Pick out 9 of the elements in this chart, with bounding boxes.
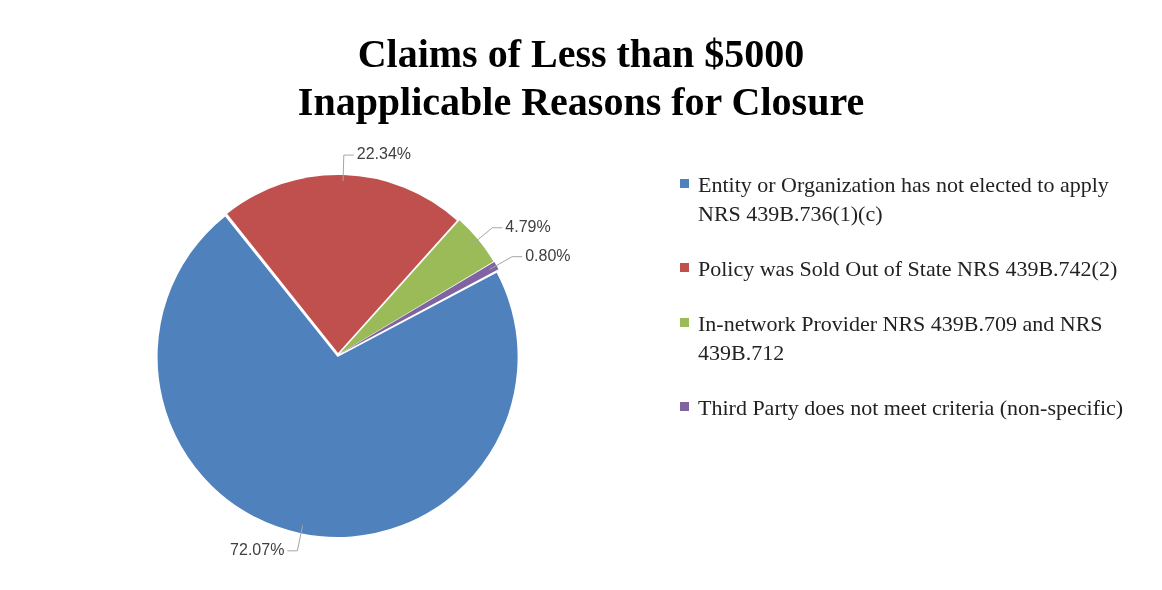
data-label: 22.34% <box>356 145 412 163</box>
data-label: 4.79% <box>505 218 551 236</box>
legend-label: Entity or Organization has not elected to apply NRS 439B.736(1)(c) <box>697 171 1110 228</box>
data-label: 0.80% <box>525 247 571 265</box>
chart-title: Claims of Less than $5000 Inapplicable Reasons for Closure <box>296 30 866 126</box>
legend-label: Policy was Sold Out of State NRS 439B.742(2) <box>697 255 1119 283</box>
legend-label: In-network Provider NRS 439B.709 and NRS 439B.712 <box>697 310 1104 367</box>
data-label: 72.07% <box>230 541 285 559</box>
legend-label: Third Party does not meet criteria (non-specific) <box>697 394 1125 422</box>
